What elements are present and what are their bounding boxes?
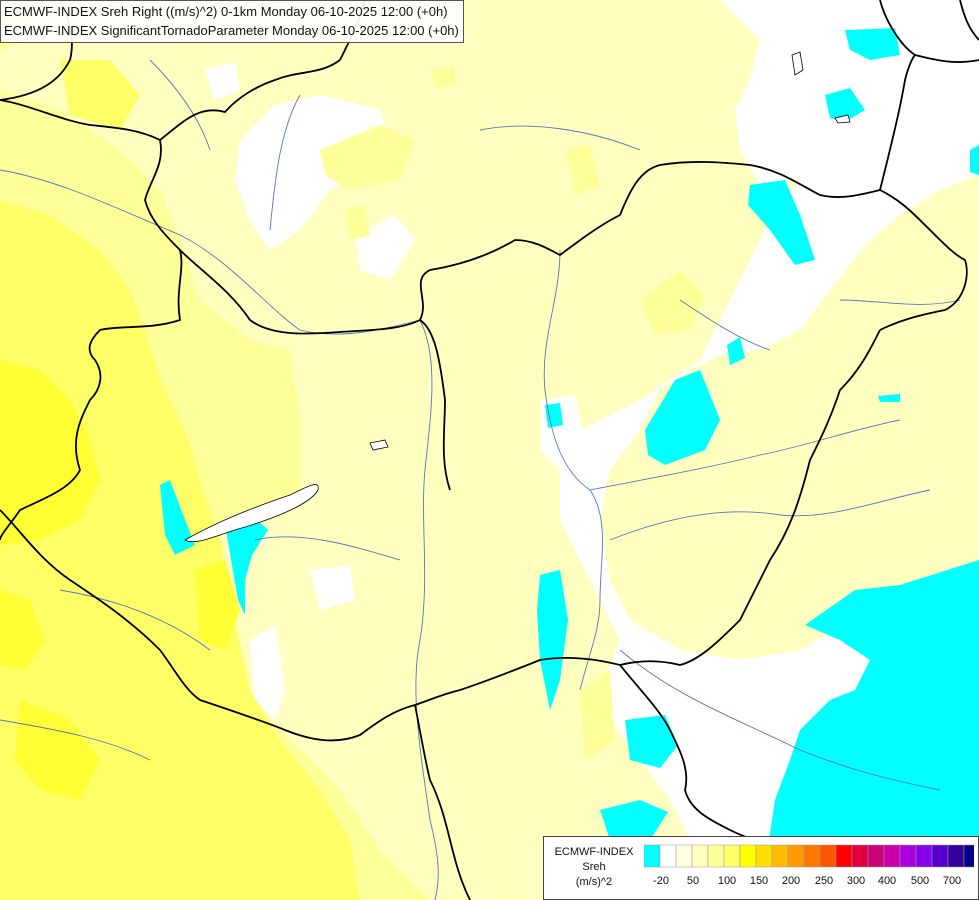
legend-swatch [963,844,974,868]
legend-tick-label: 200 [781,875,801,887]
legend-swatch [867,844,885,868]
legend-swatch [739,844,757,868]
legend-tick-label: 150 [749,875,769,887]
legend-swatch [691,844,709,868]
legend-swatch [644,844,661,868]
legend-swatches [644,844,974,868]
legend-tick-label: 300 [846,875,866,887]
legend-swatch [915,844,933,868]
legend-swatch [899,844,917,868]
legend-unit: (m/s)^2 [575,876,613,888]
legend-variable: Sreh [582,861,606,873]
legend-tick-label: 400 [877,875,897,887]
negative-value-areas [160,28,979,900]
legend-swatch [787,844,805,868]
legend-swatch [835,844,853,868]
legend-swatch [771,844,789,868]
legend-swatch [947,844,965,868]
legend-tick-label: 100 [717,875,737,887]
lakes [184,51,851,543]
legend-swatch [659,844,677,868]
legend-swatch [723,844,741,868]
legend-title: ECMWF-INDEX Sreh (m/s)^2 [546,845,642,890]
legend-swatch [707,844,725,868]
color-legend: ECMWF-INDEX Sreh (m/s)^2 -20 50 100 150 200 2… [543,836,979,900]
legend-tick-label: -20 [653,875,669,887]
legend-tick-label: 700 [942,875,962,887]
legend-labels: -20 50 100 150 200 250 300 400 500 700 [644,875,974,889]
legend-tick-label: 250 [814,875,834,887]
map-title-box: ECMWF-INDEX Sreh Right ((m/s)^2) 0-1km M… [0,0,464,43]
title-line-stp: ECMWF-INDEX SignificantTornadoParameter … [4,23,459,38]
highest-value-areas [0,360,240,800]
legend-tick-label: 50 [686,875,700,887]
legend-model: ECMWF-INDEX [554,846,634,858]
legend-swatch [931,844,949,868]
legend-tick-label: 500 [910,875,930,887]
rivers [0,59,961,900]
title-line-sreh: ECMWF-INDEX Sreh Right ((m/s)^2) 0-1km M… [4,4,448,19]
legend-swatch [883,844,901,868]
legend-swatch [803,844,821,868]
legend-swatch [819,844,837,868]
legend-swatch [675,844,693,868]
legend-swatch [851,844,869,868]
legend-swatch [755,844,773,868]
